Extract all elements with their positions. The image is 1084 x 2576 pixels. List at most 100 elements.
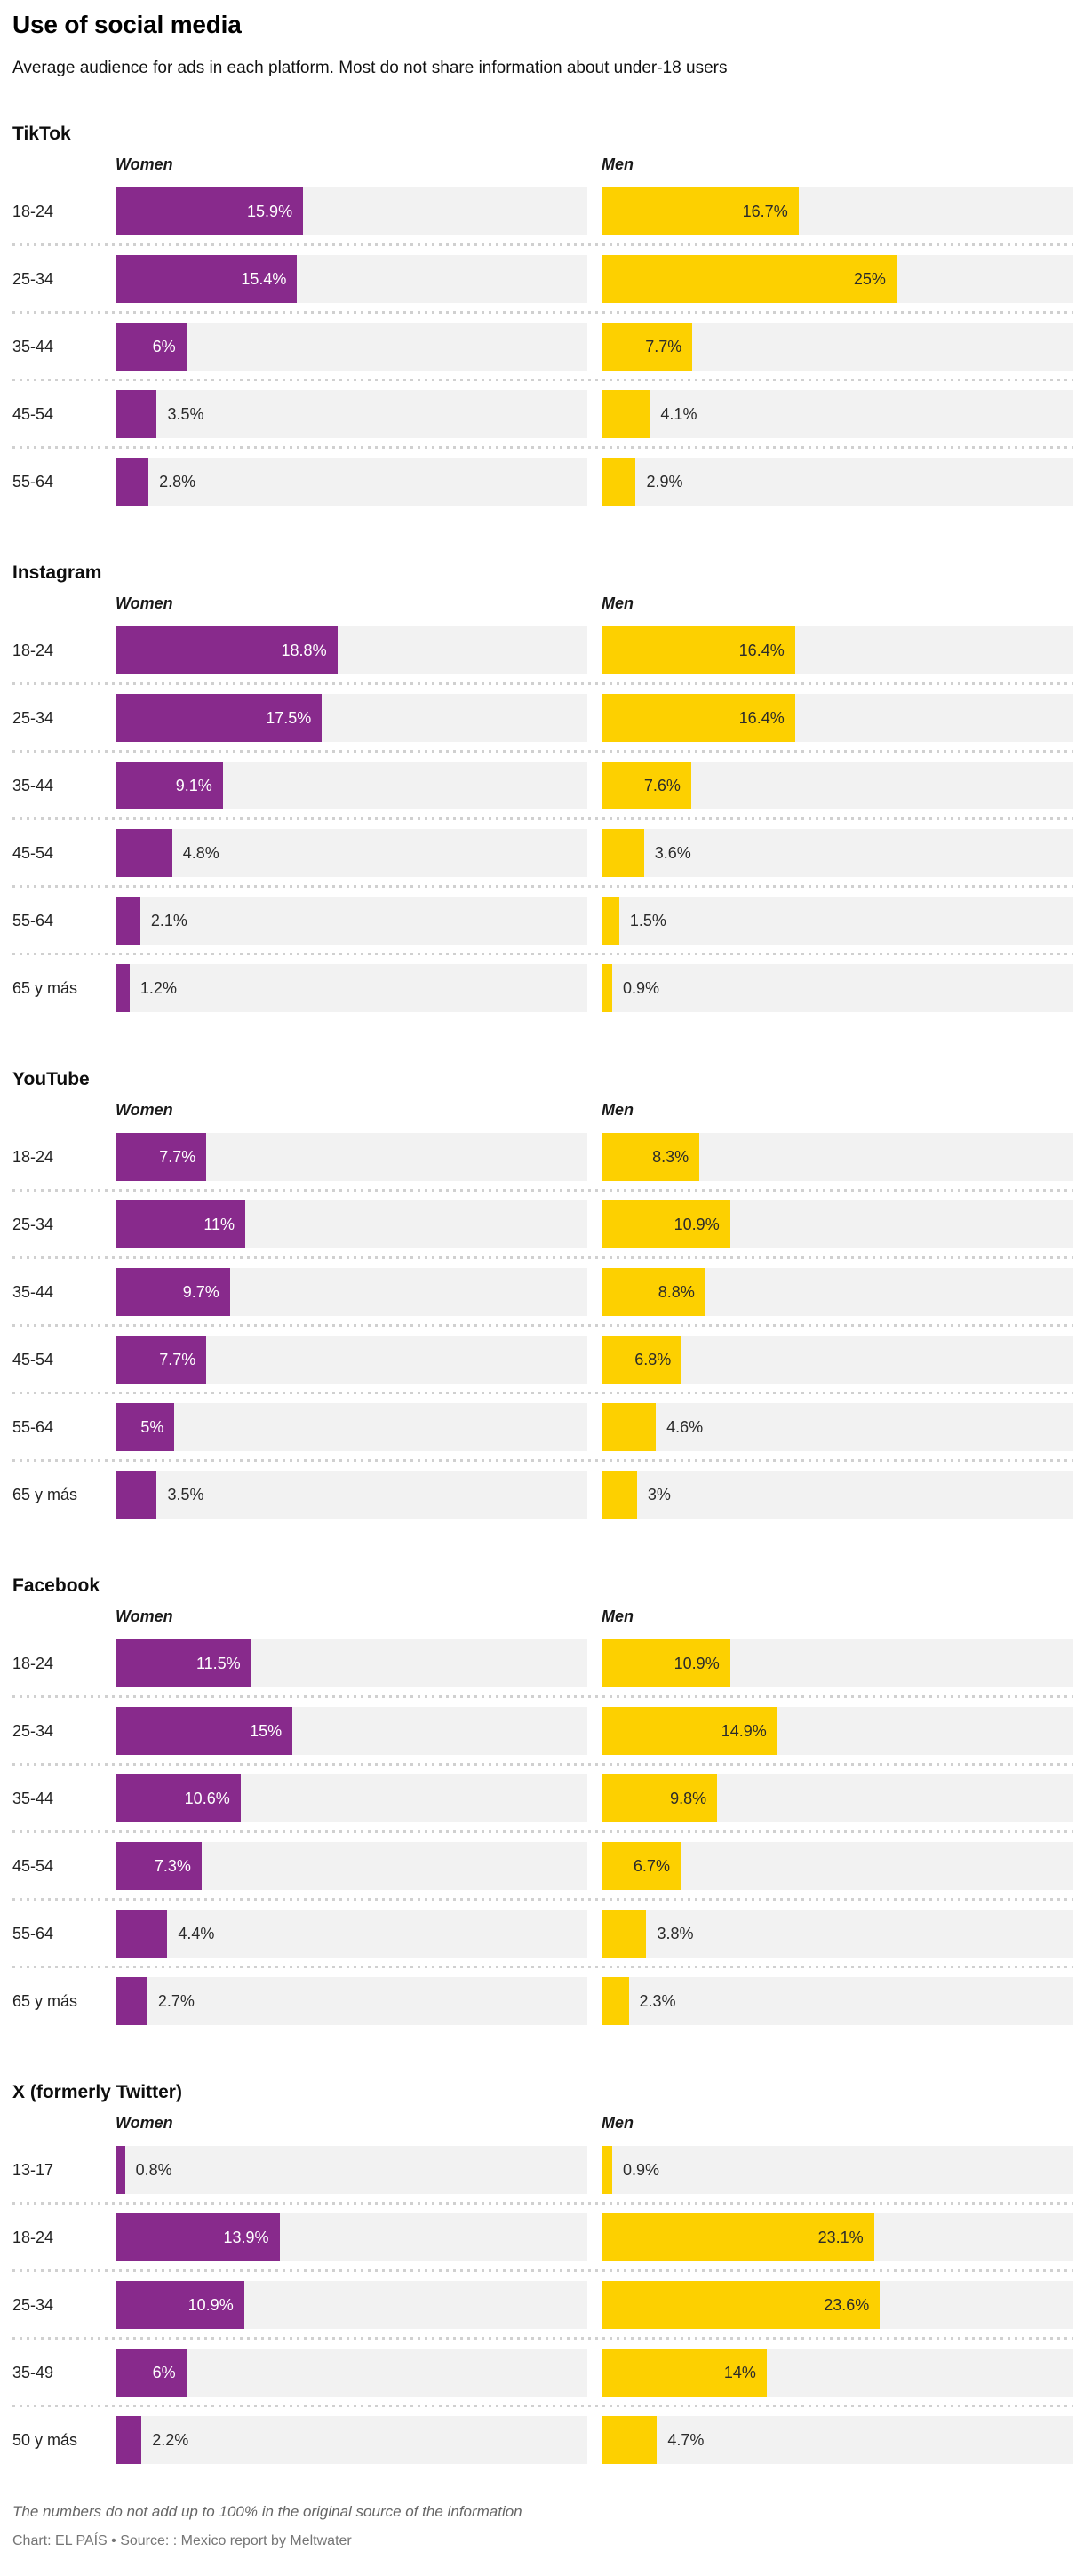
row-separator — [12, 311, 1073, 315]
bar-women — [116, 2146, 125, 2195]
bar-track-women: 11.5% — [116, 1639, 587, 1688]
bar-track-men: 7.6% — [602, 762, 1073, 810]
bar-men — [602, 1268, 705, 1317]
bar-track-women: 7.3% — [116, 1842, 587, 1891]
age-label: 35-44 — [12, 1790, 54, 1808]
bar-row: 55-64 2.8% 2.9% — [12, 458, 1073, 506]
bar-women — [116, 2281, 244, 2330]
age-label: 45-54 — [12, 405, 54, 424]
bar-men — [602, 2281, 881, 2330]
bar-value-label: 2.9% — [646, 473, 683, 491]
bar-value-label: 15.9% — [247, 203, 293, 221]
bar-value-label: 11.5% — [195, 1655, 241, 1673]
age-label: 35-49 — [12, 2364, 54, 2382]
bar-value-label: 4.6% — [666, 1418, 704, 1437]
bar-row: 25-34 15.4% 25% — [12, 255, 1073, 304]
bar-men — [602, 762, 691, 810]
bar-value-label: 4.7% — [667, 2431, 705, 2450]
bar-value-label: 3.6% — [654, 844, 691, 863]
bar-men — [602, 1910, 647, 1958]
bar-women — [116, 1133, 207, 1182]
platform-title: TikTok — [12, 123, 71, 144]
bar-row: 65 y más 3.5% 3% — [12, 1471, 1073, 1519]
bar-value-label: 8.3% — [652, 1148, 689, 1167]
bar-men — [602, 964, 612, 1013]
bar-track-women: 9.1% — [116, 762, 587, 810]
age-label: 18-24 — [12, 2229, 54, 2247]
bar-track-women: 2.2% — [116, 2416, 587, 2465]
bar-women — [116, 1639, 251, 1688]
bar-women — [116, 829, 172, 878]
footnote: The numbers do not add up to 100% in the… — [12, 2503, 522, 2521]
bar-row: 45-54 7.7% 6.8% — [12, 1336, 1073, 1384]
bar-value-label: 9.1% — [175, 777, 212, 795]
bar-track-men: 4.7% — [602, 2416, 1073, 2465]
bar-track-men: 7.7% — [602, 323, 1073, 371]
bar-row: 18-24 15.9% 16.7% — [12, 187, 1073, 236]
bar-value-label: 10.9% — [674, 1655, 720, 1673]
bar-row: 65 y más 2.7% 2.3% — [12, 1977, 1073, 2026]
bar-women — [116, 1471, 157, 1519]
row-separator — [12, 1966, 1073, 1969]
age-label: 35-44 — [12, 777, 54, 795]
bar-value-label: 10.6% — [184, 1790, 230, 1808]
column-label-men: Men — [602, 1607, 634, 1626]
bar-value-label: 2.3% — [639, 1992, 676, 2011]
row-separator — [12, 817, 1073, 821]
bar-row: 45-54 3.5% 4.1% — [12, 390, 1073, 439]
bar-value-label: 6% — [152, 338, 176, 356]
bar-value-label: 3.5% — [167, 1486, 204, 1504]
bar-row: 25-34 15% 14.9% — [12, 1707, 1073, 1756]
bar-value-label: 6% — [152, 2364, 176, 2382]
bar-value-label: 7.6% — [643, 777, 681, 795]
bar-track-women: 15.4% — [116, 255, 587, 304]
bar-value-label: 11% — [203, 1216, 235, 1234]
bar-men — [602, 1977, 629, 2026]
row-separator — [12, 885, 1073, 889]
bar-value-label: 3.8% — [657, 1925, 694, 1943]
bar-value-label: 14% — [723, 2364, 756, 2382]
bar-row: 25-34 17.5% 16.4% — [12, 694, 1073, 743]
bar-women — [116, 1977, 147, 2026]
bar-value-label: 1.5% — [629, 912, 666, 930]
bar-row: 18-24 13.9% 23.1% — [12, 2213, 1073, 2262]
platform-title: X (formerly Twitter) — [12, 2082, 182, 2103]
bar-row: 35-49 6% 14% — [12, 2349, 1073, 2397]
row-separator — [12, 682, 1073, 686]
bar-row: 25-34 11% 10.9% — [12, 1200, 1073, 1249]
bar-track-women: 6% — [116, 323, 587, 371]
bar-track-women: 13.9% — [116, 2213, 587, 2262]
age-label: 65 y más — [12, 1486, 78, 1504]
bar-track-men: 0.9% — [602, 964, 1073, 1013]
column-label-men: Men — [602, 156, 634, 174]
bar-value-label: 2.2% — [152, 2431, 189, 2450]
bar-track-men: 3.8% — [602, 1910, 1073, 1958]
bar-men — [602, 1774, 718, 1823]
age-label: 65 y más — [12, 1992, 78, 2011]
bar-value-label: 16.4% — [738, 709, 785, 728]
bar-value-label: 4.8% — [182, 844, 219, 863]
bar-men — [602, 2349, 767, 2397]
bar-track-men: 9.8% — [602, 1774, 1073, 1823]
platform-section-tiktok: TikTok Women Men 18-24 15.9% 16.7% 25-34 15.4% 2… — [12, 124, 1073, 506]
bar-track-women: 15% — [116, 1707, 587, 1756]
bar-women — [116, 1707, 293, 1756]
bar-value-label: 7.7% — [645, 338, 682, 356]
bar-value-label: 6.8% — [634, 1351, 672, 1369]
column-label-women: Women — [116, 1101, 173, 1120]
column-label-women: Women — [116, 2114, 173, 2133]
platform-section-facebook: Facebook Women Men 18-24 11.5% 10.9% 25-34 15% 1… — [12, 1575, 1073, 2026]
bar-value-label: 13.9% — [223, 2229, 269, 2247]
bar-value-label: 16.4% — [738, 642, 785, 660]
bar-value-label: 9.7% — [182, 1283, 219, 1302]
bar-value-label: 7.7% — [159, 1148, 196, 1167]
bar-track-women: 17.5% — [116, 694, 587, 743]
bar-track-men: 1.5% — [602, 897, 1073, 945]
bar-men — [602, 323, 693, 371]
bar-value-label: 10.9% — [674, 1216, 720, 1234]
chart-footer: The numbers do not add up to 100% in the… — [12, 2503, 1073, 2548]
row-separator — [12, 2337, 1073, 2341]
platform-section-instagram: Instagram Women Men 18-24 18.8% 16.4% 25-34 17.… — [12, 562, 1073, 1013]
row-separator — [12, 1898, 1073, 1902]
column-label-men: Men — [602, 2114, 634, 2133]
